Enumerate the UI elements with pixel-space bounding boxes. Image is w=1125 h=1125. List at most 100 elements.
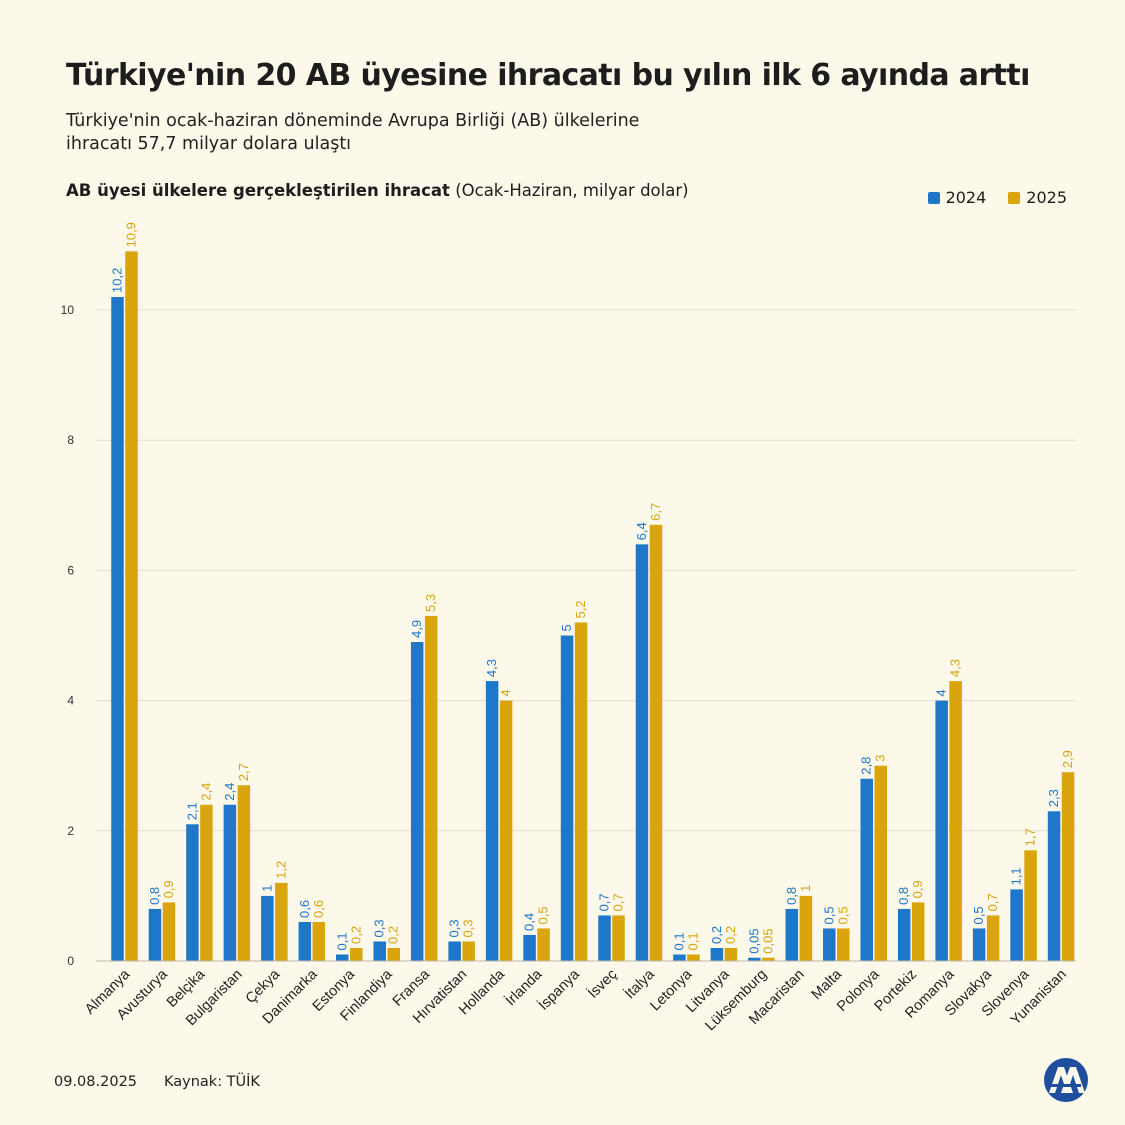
- data-label-2025-23: 0,7: [985, 893, 1000, 911]
- bar-2025-4: [275, 882, 288, 961]
- y-tick-label-2: 2: [67, 824, 74, 838]
- data-label-2025-10: 4: [498, 689, 513, 696]
- data-label-2025-20: 3: [873, 754, 888, 761]
- data-label-2025-1: 0,9: [161, 880, 176, 898]
- y-tick-label-8: 8: [67, 433, 74, 447]
- legend-swatch-2025: [1008, 191, 1021, 204]
- data-label-2025-8: 5,3: [423, 594, 438, 612]
- legend-label-2025: 2025: [1026, 188, 1067, 207]
- bar-2025-2: [200, 804, 213, 961]
- data-label-2024-10: 4,3: [484, 659, 499, 677]
- data-label-2024-0: 10,2: [110, 268, 125, 293]
- data-label-2024-7: 0,3: [372, 919, 387, 937]
- bar-2025-6: [350, 947, 363, 961]
- bar-2024-23: [972, 928, 986, 961]
- bar-2025-10: [499, 700, 513, 961]
- data-label-2025-9: 0,3: [461, 919, 476, 937]
- bar-2024-9: [448, 941, 461, 961]
- bar-2025-0: [125, 251, 138, 961]
- bar-2024-11: [523, 934, 536, 961]
- bar-2024-17: [748, 957, 761, 961]
- bar-2024-22: [935, 700, 948, 961]
- y-tick-label-6: 6: [67, 563, 74, 577]
- bar-2025-19: [837, 928, 850, 961]
- data-label-2024-16: 0,2: [709, 926, 724, 944]
- bar-2025-11: [537, 928, 550, 961]
- data-label-2025-21: 0,9: [910, 880, 925, 898]
- data-label-2024-6: 0,1: [334, 932, 349, 950]
- bar-2025-15: [687, 954, 700, 961]
- bar-2024-21: [897, 908, 911, 961]
- data-label-2025-18: 1: [798, 885, 813, 892]
- data-label-2024-19: 0,5: [821, 906, 836, 924]
- bar-2025-12: [574, 622, 588, 961]
- bar-2024-6: [336, 954, 349, 961]
- data-label-2024-12: 5: [559, 624, 574, 631]
- data-label-2025-17: 0,05: [760, 928, 775, 953]
- bar-2025-24: [1024, 850, 1037, 961]
- bar-2024-0: [111, 296, 124, 962]
- chart-title-bold: AB üyesi ülkelere gerçekleştirilen ihrac…: [66, 181, 450, 200]
- data-label-2024-8: 4,9: [409, 620, 424, 638]
- data-label-2025-19: 0,5: [835, 906, 850, 924]
- bar-2024-14: [635, 544, 649, 961]
- bar-2025-17: [762, 957, 775, 961]
- data-label-2025-5: 0,6: [311, 900, 326, 918]
- bar-2024-7: [373, 941, 386, 961]
- bar-2024-4: [261, 895, 274, 961]
- chart-title: AB üyesi ülkelere gerçekleştirilen ihrac…: [66, 181, 689, 200]
- legend-swatch-2024: [927, 191, 940, 204]
- footer-source: Kaynak: TÜİK: [164, 1074, 260, 1090]
- data-label-2024-25: 2,3: [1046, 789, 1061, 807]
- data-label-2025-13: 0,7: [611, 893, 626, 911]
- bar-2024-15: [673, 954, 686, 961]
- bar-2024-10: [485, 681, 499, 961]
- data-label-2025-2: 2,4: [198, 783, 213, 801]
- data-label-2024-17: 0,05: [746, 928, 761, 953]
- data-label-2024-20: 2,8: [859, 757, 874, 775]
- legend-item-2024: 2024: [927, 188, 987, 207]
- bar-2025-13: [612, 915, 625, 961]
- data-label-2025-0: 10,9: [124, 222, 139, 247]
- data-label-2024-24: 1,1: [1009, 867, 1024, 885]
- chart-title-rest: (Ocak-Haziran, milyar dolar): [455, 181, 689, 200]
- footer-date: 09.08.2025: [54, 1074, 138, 1090]
- x-tick-label-12: İspanya: [534, 964, 583, 1013]
- page-subtitle: Türkiye'nin ocak-haziran döneminde Avrup…: [66, 110, 826, 156]
- bar-2025-20: [874, 765, 887, 961]
- bar-2024-20: [860, 778, 873, 961]
- data-label-2025-14: 6,7: [648, 503, 663, 521]
- bar-2024-3: [223, 804, 237, 961]
- bar-2025-7: [387, 947, 400, 961]
- legend-item-2025: 2025: [1008, 188, 1067, 207]
- data-label-2025-6: 0,2: [348, 926, 363, 944]
- data-label-2024-14: 6,4: [634, 522, 649, 540]
- page-title: Türkiye'nin 20 AB üyesine ihracatı bu yı…: [66, 58, 1030, 93]
- bar-2024-12: [560, 635, 574, 961]
- data-label-2024-13: 0,7: [597, 893, 612, 911]
- bar-2024-2: [186, 824, 199, 961]
- bar-2024-24: [1010, 889, 1023, 961]
- bar-2025-25: [1061, 772, 1075, 961]
- bar-2025-5: [312, 921, 326, 961]
- legend-label-2024: 2024: [945, 188, 987, 207]
- bar-2025-21: [911, 902, 925, 961]
- data-label-2024-9: 0,3: [447, 919, 462, 937]
- data-label-2024-15: 0,1: [671, 932, 686, 950]
- aa-logo-icon: [1044, 1058, 1088, 1102]
- data-label-2024-11: 0,4: [522, 913, 537, 931]
- data-label-2024-2: 2,1: [184, 802, 199, 820]
- bar-2024-16: [710, 947, 724, 961]
- data-label-2024-4: 1: [259, 885, 274, 892]
- data-label-2024-21: 0,8: [896, 887, 911, 905]
- bar-2024-25: [1047, 811, 1061, 961]
- bar-2025-14: [649, 524, 663, 961]
- bar-2025-16: [724, 947, 738, 961]
- data-label-2025-3: 2,7: [236, 763, 251, 781]
- data-label-2025-24: 1,7: [1023, 828, 1038, 846]
- bar-2025-23: [986, 915, 1000, 961]
- data-label-2025-25: 2,9: [1060, 750, 1075, 768]
- data-label-2024-23: 0,5: [971, 906, 986, 924]
- bar-2024-19: [823, 928, 836, 961]
- subtitle-line-1: Türkiye'nin ocak-haziran döneminde Avrup…: [66, 111, 640, 131]
